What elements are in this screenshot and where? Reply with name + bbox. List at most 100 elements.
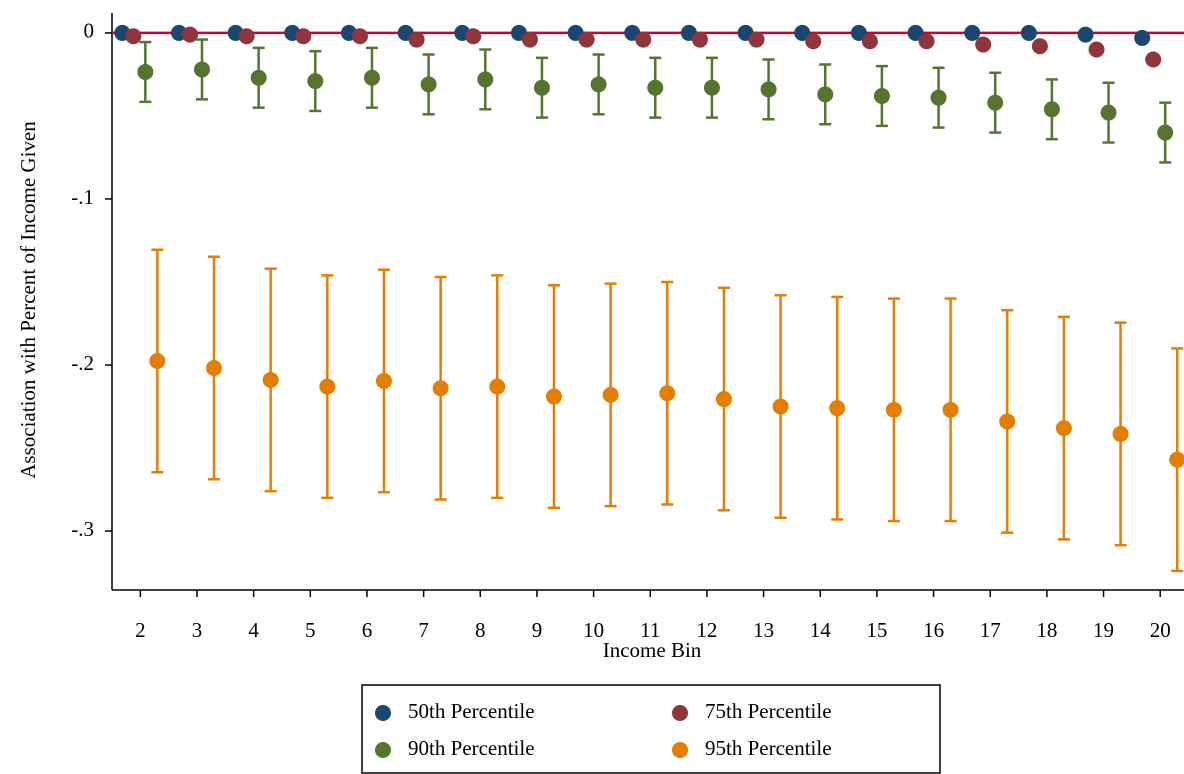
point xyxy=(1031,38,1048,55)
point xyxy=(1055,420,1072,437)
point xyxy=(829,400,846,417)
point xyxy=(545,388,562,405)
point xyxy=(703,79,720,96)
point xyxy=(635,31,652,48)
legend-label: 50th Percentile xyxy=(408,699,535,723)
point xyxy=(319,378,336,395)
point xyxy=(1112,425,1129,442)
point xyxy=(930,89,947,106)
point xyxy=(262,371,279,388)
x-tick-label: 6 xyxy=(362,618,373,642)
point xyxy=(295,28,312,45)
x-tick-label: 13 xyxy=(753,618,774,642)
point xyxy=(1043,101,1060,118)
point xyxy=(748,31,765,48)
x-tick-label: 2 xyxy=(135,618,146,642)
point xyxy=(873,88,890,105)
point xyxy=(1100,104,1117,121)
point xyxy=(918,33,935,50)
point xyxy=(772,398,789,415)
point xyxy=(602,386,619,403)
point xyxy=(861,33,878,50)
x-tick-label: 7 xyxy=(418,618,429,642)
point xyxy=(408,31,425,48)
y-tick-label: -.3 xyxy=(71,517,94,541)
x-tick-label: 15 xyxy=(866,618,887,642)
point xyxy=(975,36,992,53)
legend-label: 95th Percentile xyxy=(705,736,832,760)
x-tick-label: 14 xyxy=(810,618,832,642)
x-tick-label: 5 xyxy=(305,618,316,642)
legend-marker xyxy=(672,742,688,758)
point xyxy=(432,380,449,397)
point xyxy=(125,28,142,45)
x-tick-label: 4 xyxy=(248,618,259,642)
point xyxy=(181,26,198,43)
x-tick-label: 16 xyxy=(923,618,944,642)
x-tick-label: 10 xyxy=(583,618,604,642)
point xyxy=(907,24,924,41)
x-tick-label: 19 xyxy=(1093,618,1114,642)
x-tick-label: 12 xyxy=(696,618,717,642)
legend-marker xyxy=(375,742,391,758)
x-tick-label: 3 xyxy=(192,618,203,642)
point xyxy=(1169,451,1184,468)
point xyxy=(375,372,392,389)
point xyxy=(521,31,538,48)
point xyxy=(715,391,732,408)
point xyxy=(850,24,867,41)
point xyxy=(942,401,959,418)
point xyxy=(987,94,1004,111)
point xyxy=(659,385,676,402)
point xyxy=(1145,51,1162,68)
point xyxy=(533,79,550,96)
legend-label: 75th Percentile xyxy=(705,699,832,723)
point xyxy=(590,76,607,93)
x-tick-label: 8 xyxy=(475,618,486,642)
point xyxy=(351,28,368,45)
point xyxy=(964,24,981,41)
x-tick-label: 9 xyxy=(532,618,543,642)
y-tick-label: -.2 xyxy=(71,351,94,375)
legend-box xyxy=(361,684,941,774)
y-tick-label: -.1 xyxy=(71,185,94,209)
point xyxy=(1134,29,1151,46)
point xyxy=(817,86,834,103)
point xyxy=(193,61,210,78)
point xyxy=(805,33,822,50)
point xyxy=(205,360,222,377)
point xyxy=(578,31,595,48)
legend-label: 90th Percentile xyxy=(408,736,535,760)
legend-marker xyxy=(375,705,391,721)
point xyxy=(420,76,437,93)
point xyxy=(1088,41,1105,58)
x-tick-label: 18 xyxy=(1036,618,1057,642)
point xyxy=(691,31,708,48)
x-tick-label: 17 xyxy=(980,618,1001,642)
point xyxy=(238,28,255,45)
point xyxy=(477,71,494,88)
point xyxy=(1020,24,1037,41)
point xyxy=(250,69,267,86)
point xyxy=(1157,124,1174,141)
y-axis-label: Association with Percent of Income Given xyxy=(16,121,40,479)
x-axis-label: Income Bin xyxy=(603,638,702,662)
point xyxy=(489,378,506,395)
point xyxy=(149,353,166,370)
x-tick-label: 11 xyxy=(640,618,660,642)
point xyxy=(1077,26,1094,43)
point xyxy=(647,79,664,96)
y-tick-label: 0 xyxy=(84,19,95,43)
point xyxy=(465,28,482,45)
point xyxy=(363,69,380,86)
x-tick-label: 20 xyxy=(1150,618,1171,642)
legend-marker xyxy=(672,705,688,721)
point xyxy=(137,63,154,80)
point xyxy=(999,413,1016,430)
point xyxy=(885,401,902,418)
point xyxy=(760,81,777,98)
point xyxy=(794,24,811,41)
point xyxy=(307,73,324,90)
